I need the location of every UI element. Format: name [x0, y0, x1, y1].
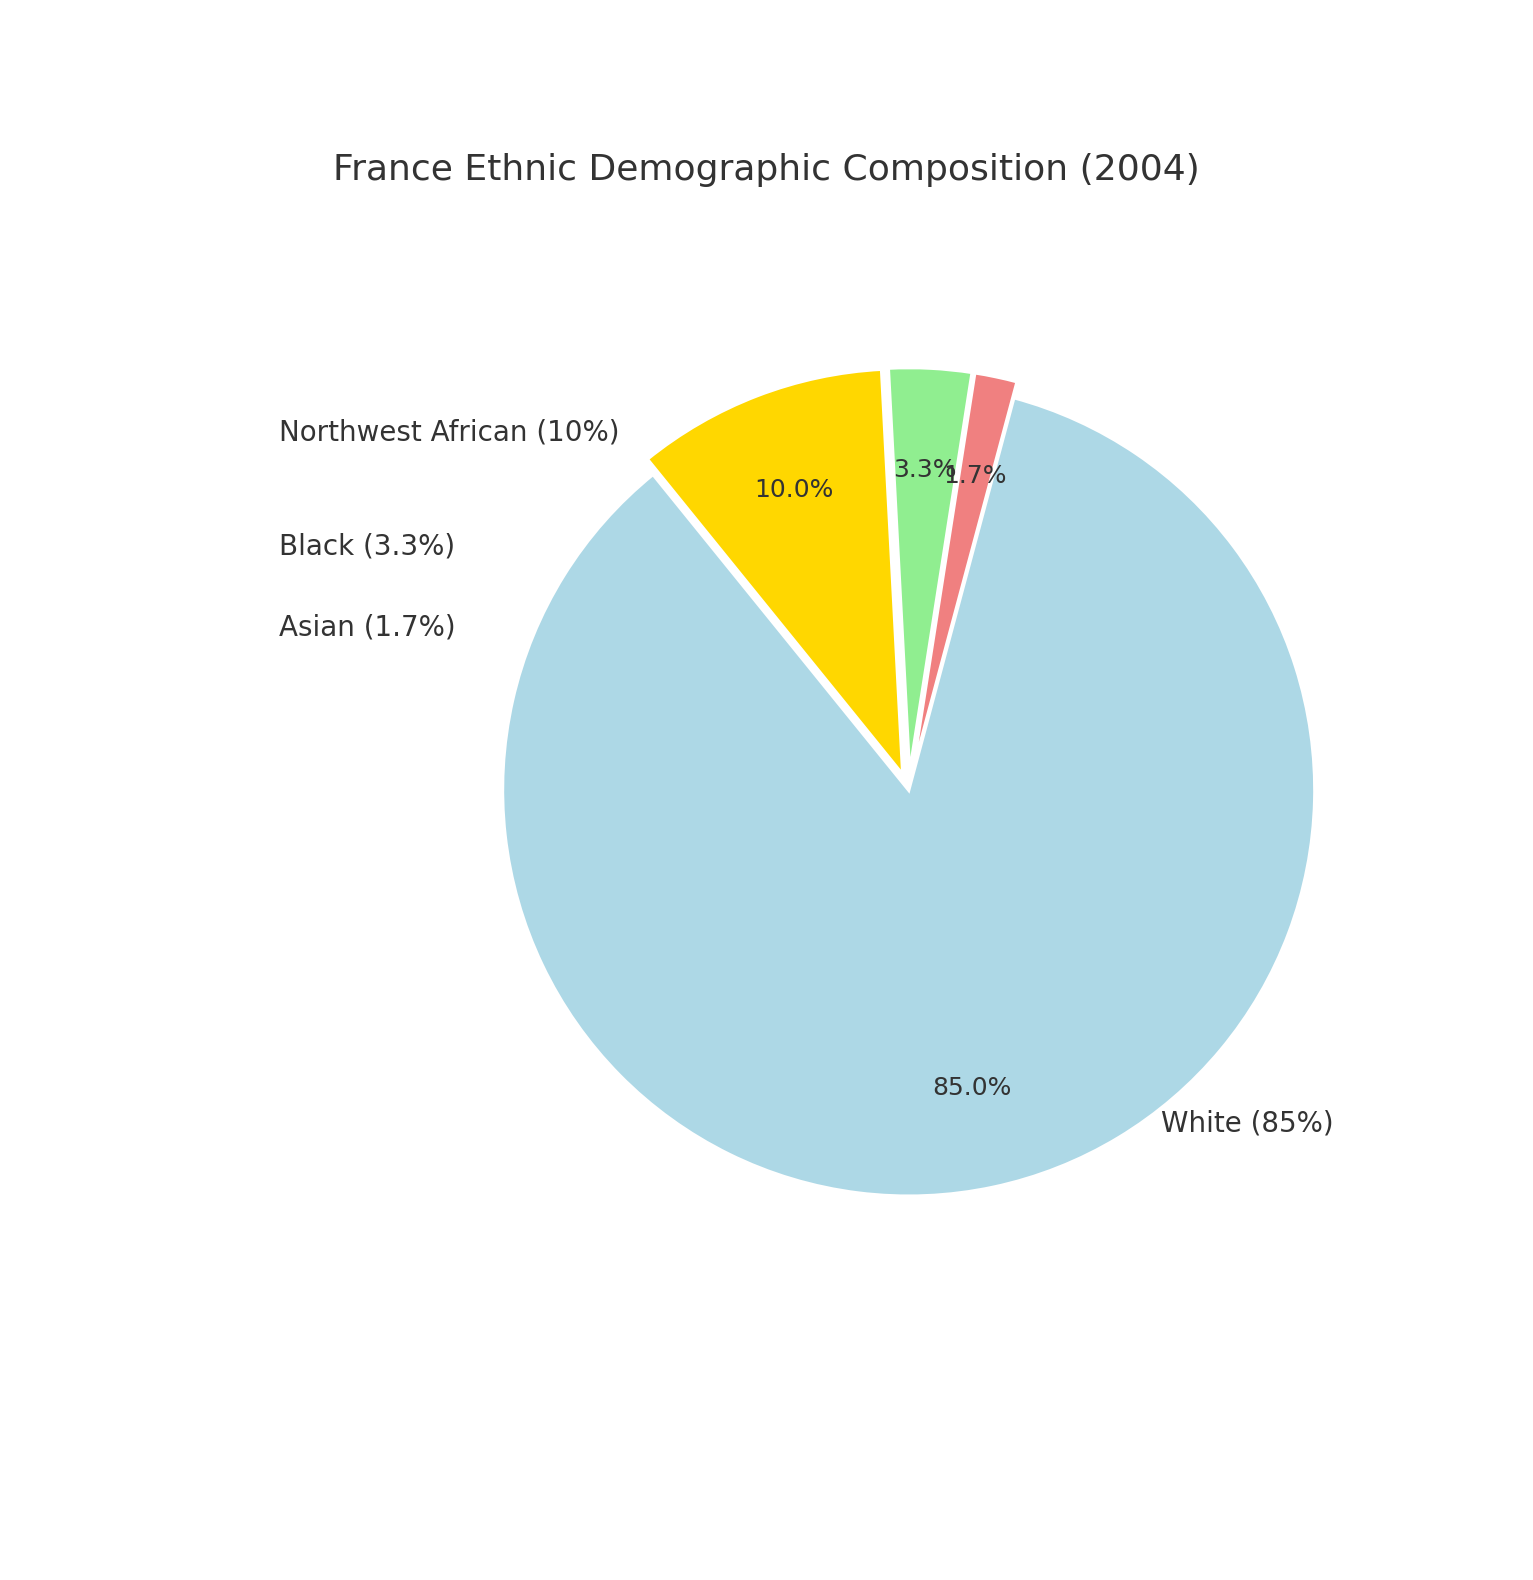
Text: Asian (1.7%): Asian (1.7%) [279, 613, 455, 641]
Wedge shape [912, 373, 1018, 774]
Text: Northwest African (10%): Northwest African (10%) [279, 419, 619, 447]
Text: Black (3.3%): Black (3.3%) [279, 532, 455, 561]
Text: 1.7%: 1.7% [943, 465, 1007, 488]
Text: 85.0%: 85.0% [932, 1076, 1012, 1100]
Wedge shape [503, 398, 1315, 1196]
Title: France Ethnic Demographic Composition (2004): France Ethnic Demographic Composition (2… [333, 153, 1200, 186]
Text: 10.0%: 10.0% [754, 479, 834, 502]
Wedge shape [888, 368, 972, 774]
Text: 3.3%: 3.3% [894, 458, 957, 482]
Text: White (85%): White (85%) [1160, 1109, 1334, 1138]
Wedge shape [647, 370, 903, 774]
